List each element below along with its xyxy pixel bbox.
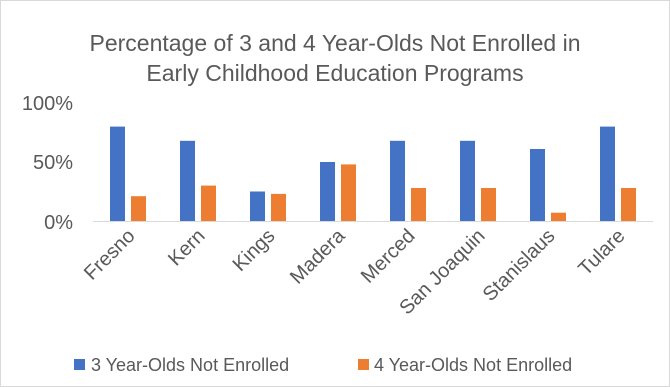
bar-fresno-4-year (131, 196, 146, 221)
bar-tulare-3-year (600, 126, 615, 221)
chart-title-line-1: Percentage of 3 and 4 Year-Olds Not Enro… (90, 30, 581, 56)
bar-san-joaquin-3-year (460, 140, 475, 221)
bar-stanislaus-3-year (530, 149, 545, 221)
x-tick-label-kings: Kings (229, 225, 280, 276)
legend-label-4-year: 4 Year-Olds Not Enrolled (374, 355, 572, 375)
legend-swatch-3-year (74, 359, 85, 370)
y-tick-label-100: 100% (22, 93, 73, 115)
x-tick-label-madera: Madera (286, 224, 350, 288)
y-tick-label-0: 0% (44, 212, 73, 234)
bar-merced-3-year (390, 140, 405, 221)
bar-madera-3-year (320, 162, 335, 221)
bar-merced-4-year (411, 188, 426, 221)
legend-label-3-year: 3 Year-Olds Not Enrolled (91, 355, 289, 375)
chart-title-line-2: Early Childhood Education Programs (146, 60, 523, 86)
bar-fresno-3-year (110, 126, 125, 221)
x-tick-label-merced: Merced (357, 225, 420, 288)
legend-swatch-4-year (358, 359, 369, 370)
y-tick-label-50: 50% (33, 152, 73, 174)
bar-tulare-4-year (621, 188, 636, 221)
bars-layer (110, 126, 636, 221)
bar-kern-4-year (201, 185, 216, 221)
bar-kings-3-year (250, 191, 265, 221)
x-tick-label-stanislaus: Stanislaus (479, 225, 560, 306)
bar-madera-4-year (341, 164, 356, 221)
bar-san-joaquin-4-year (481, 188, 496, 221)
bar-kern-3-year (180, 140, 195, 221)
legend: 3 Year-Olds Not Enrolled 4 Year-Olds Not… (74, 355, 572, 375)
x-tick-label-tulare: Tulare (574, 225, 629, 280)
x-tick-label-fresno: Fresno (80, 225, 140, 285)
bar-stanislaus-4-year (551, 212, 566, 221)
x-tick-label-kern: Kern (164, 225, 209, 270)
bar-kings-4-year (271, 193, 286, 221)
